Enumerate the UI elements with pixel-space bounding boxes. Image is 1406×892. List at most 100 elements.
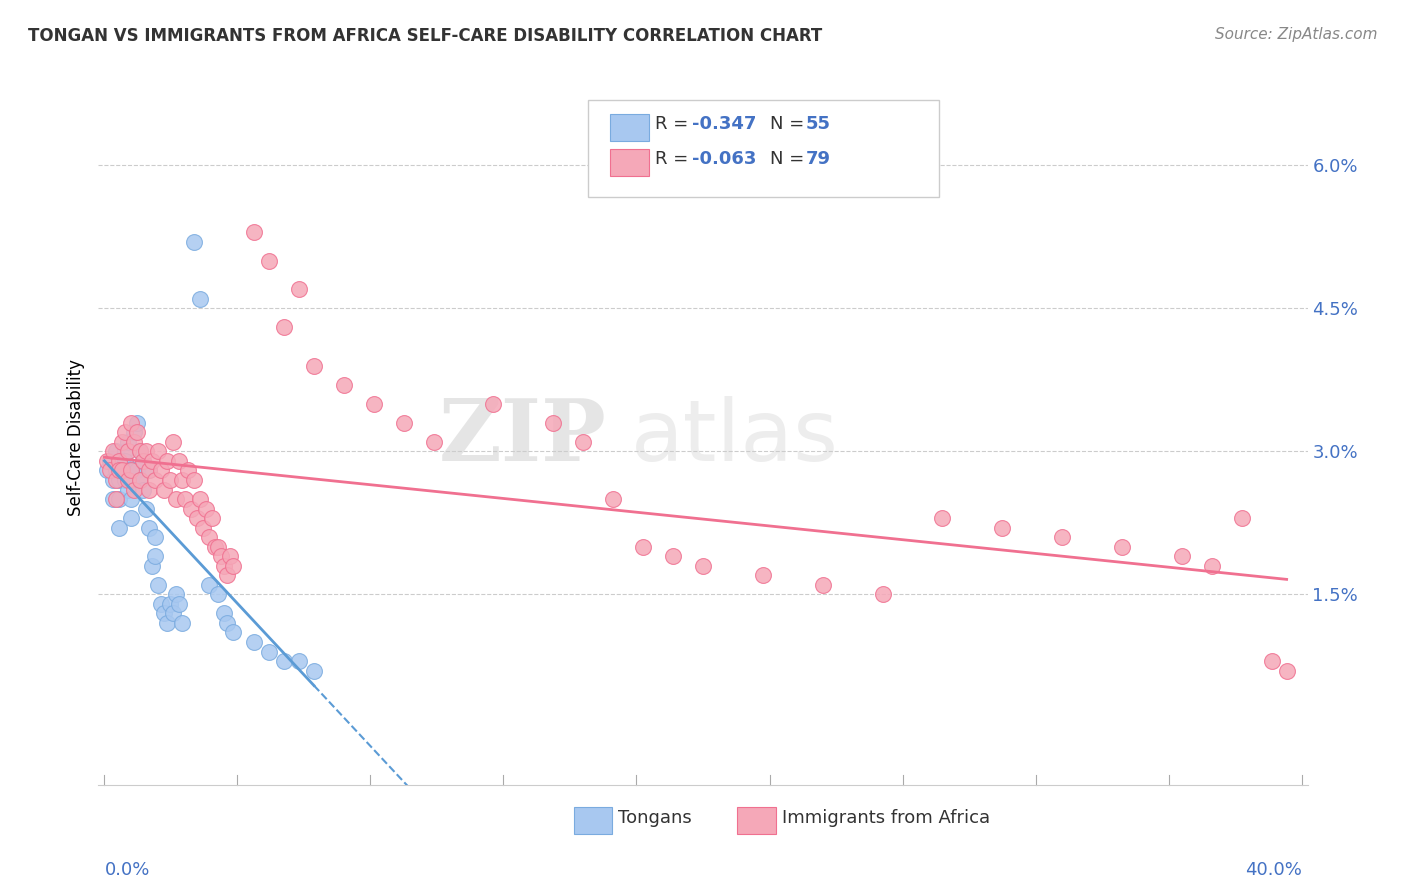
Point: [302, 359, 325, 373]
Point: [114, 444, 136, 458]
Y-axis label: Self-Care Disability: Self-Care Disability: [66, 359, 84, 516]
Point: [100, 463, 122, 477]
Text: Tongans: Tongans: [619, 809, 692, 828]
Point: [692, 558, 714, 573]
Point: [111, 463, 134, 477]
Text: R =: R =: [655, 150, 693, 168]
Point: [150, 597, 173, 611]
Point: [111, 463, 134, 477]
Point: [96, 463, 118, 477]
Point: [162, 434, 184, 449]
Point: [222, 558, 245, 573]
Point: [114, 473, 136, 487]
Text: R =: R =: [655, 115, 693, 133]
Point: [117, 434, 139, 449]
Point: [124, 483, 146, 497]
Point: [132, 454, 155, 468]
Point: [150, 463, 173, 477]
Point: [108, 473, 131, 487]
Point: [129, 444, 152, 458]
Point: [572, 434, 595, 449]
Text: -0.063: -0.063: [692, 150, 756, 168]
Point: [129, 473, 152, 487]
Point: [1230, 511, 1253, 525]
Point: [156, 454, 179, 468]
Point: [177, 463, 200, 477]
Point: [931, 511, 953, 525]
Point: [117, 473, 139, 487]
Point: [1201, 558, 1223, 573]
Point: [219, 549, 242, 564]
Point: [100, 454, 122, 468]
Point: [108, 521, 131, 535]
Point: [162, 607, 184, 621]
Point: [105, 444, 128, 458]
Point: [165, 587, 187, 601]
Point: [167, 597, 190, 611]
Point: [153, 607, 176, 621]
FancyBboxPatch shape: [610, 114, 648, 141]
Point: [105, 473, 128, 487]
Point: [1111, 540, 1133, 554]
Point: [188, 292, 211, 306]
Point: [217, 615, 239, 630]
Point: [138, 521, 160, 535]
Point: [195, 501, 218, 516]
Point: [543, 416, 565, 430]
Point: [201, 511, 224, 525]
FancyBboxPatch shape: [574, 806, 613, 834]
Point: [363, 397, 385, 411]
Point: [120, 463, 142, 477]
Point: [209, 549, 232, 564]
Point: [288, 282, 311, 296]
Point: [105, 491, 128, 506]
Point: [1050, 530, 1073, 544]
Point: [180, 501, 202, 516]
Point: [1171, 549, 1194, 564]
Text: 79: 79: [806, 150, 831, 168]
Point: [207, 587, 229, 601]
Point: [752, 568, 775, 582]
Point: [482, 397, 505, 411]
Point: [243, 635, 266, 649]
Point: [193, 521, 215, 535]
Point: [141, 454, 163, 468]
Text: N =: N =: [769, 150, 810, 168]
Point: [108, 491, 131, 506]
Point: [167, 454, 190, 468]
Point: [602, 491, 624, 506]
Text: ZIP: ZIP: [439, 395, 606, 479]
Point: [120, 491, 142, 506]
Point: [103, 444, 125, 458]
Text: TONGAN VS IMMIGRANTS FROM AFRICA SELF-CARE DISABILITY CORRELATION CHART: TONGAN VS IMMIGRANTS FROM AFRICA SELF-CA…: [28, 27, 823, 45]
Point: [991, 521, 1014, 535]
Point: [257, 253, 280, 268]
Point: [148, 578, 170, 592]
Point: [108, 454, 131, 468]
Point: [138, 463, 160, 477]
Point: [120, 511, 142, 525]
Point: [143, 530, 166, 544]
Point: [111, 454, 134, 468]
FancyBboxPatch shape: [588, 100, 939, 197]
Point: [138, 483, 160, 497]
Text: Source: ZipAtlas.com: Source: ZipAtlas.com: [1215, 27, 1378, 42]
Point: [120, 473, 142, 487]
Point: [153, 483, 176, 497]
Point: [872, 587, 894, 601]
Point: [124, 425, 146, 440]
Point: [124, 434, 146, 449]
Point: [127, 463, 149, 477]
Point: [198, 578, 221, 592]
Point: [129, 444, 152, 458]
Point: [165, 491, 187, 506]
Point: [662, 549, 685, 564]
Point: [129, 473, 152, 487]
Text: 40.0%: 40.0%: [1244, 861, 1302, 880]
Point: [207, 540, 229, 554]
Point: [103, 473, 125, 487]
Point: [114, 425, 136, 440]
Point: [183, 235, 205, 249]
Point: [124, 463, 146, 477]
Point: [273, 320, 295, 334]
